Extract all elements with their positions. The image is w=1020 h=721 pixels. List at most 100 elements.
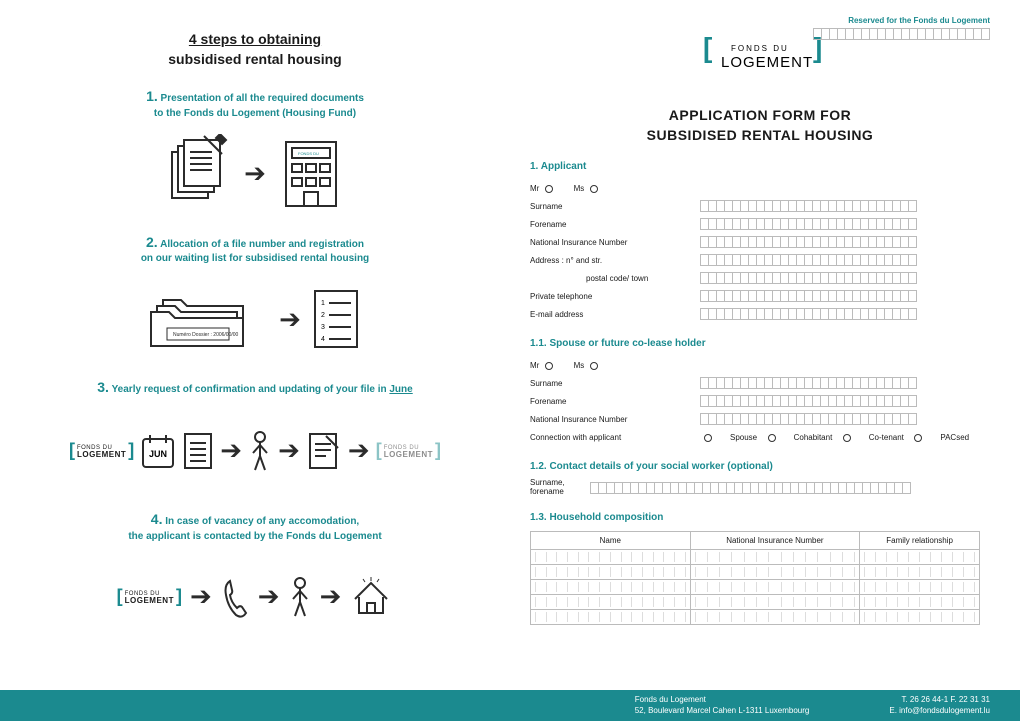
input-cells[interactable] — [700, 377, 917, 389]
conn-radio[interactable] — [914, 434, 922, 442]
ms-radio[interactable] — [590, 185, 598, 193]
step-2-heading: 2. Allocation of a file number and regis… — [30, 233, 480, 267]
table-cell[interactable] — [531, 610, 691, 625]
table-cell[interactable] — [531, 595, 691, 610]
page: 4 steps to obtaining subsidised rental h… — [0, 0, 1020, 690]
table-cell[interactable] — [531, 580, 691, 595]
sw-input-cells[interactable] — [590, 482, 911, 494]
svg-text:FONDS DU: FONDS DU — [298, 151, 319, 156]
left-title: 4 steps to obtaining subsidised rental h… — [30, 30, 480, 69]
form-field-row: postal code/ town — [530, 270, 990, 286]
section-1-3-heading: 1.3. Household composition — [530, 512, 990, 523]
sw-label-1: Surname, — [530, 478, 565, 487]
table-cell[interactable] — [690, 610, 860, 625]
applicant-gender-row: Mr Ms — [530, 180, 990, 196]
table-cell[interactable] — [690, 550, 860, 565]
arrow-icon: ➔ — [258, 581, 280, 612]
svg-text:3: 3 — [321, 324, 325, 331]
field-label: Address : n° and str. — [530, 256, 700, 265]
table-cell[interactable] — [690, 565, 860, 580]
svg-text:[: [ — [703, 35, 712, 63]
main-logo: [ ] FONDS DU LOGEMENT — [530, 35, 990, 84]
person-icon — [248, 429, 272, 473]
household-table: NameNational Insurance NumberFamily rela… — [530, 531, 980, 625]
arrow-icon: ➔ — [220, 435, 242, 466]
input-cells[interactable] — [700, 200, 917, 212]
arrow-icon: ➔ — [348, 435, 370, 466]
ms-label: Ms — [574, 361, 585, 370]
svg-text:FONDS DU: FONDS DU — [731, 44, 789, 53]
arrow-icon: ➔ — [320, 581, 342, 612]
left-column: 4 steps to obtaining subsidised rental h… — [0, 0, 510, 690]
table-cell[interactable] — [860, 550, 980, 565]
table-cell[interactable] — [690, 595, 860, 610]
sign-doc-icon — [306, 430, 342, 472]
input-cells[interactable] — [700, 218, 917, 230]
input-cells[interactable] — [700, 254, 917, 266]
mr-label: Mr — [530, 184, 539, 193]
table-cell[interactable] — [860, 565, 980, 580]
conn-radio[interactable] — [704, 434, 712, 442]
table-cell[interactable] — [860, 580, 980, 595]
table-cell[interactable] — [531, 565, 691, 580]
conn-radio[interactable] — [768, 434, 776, 442]
footer-address: Fonds du Logement52, Boulevard Marcel Ca… — [635, 695, 810, 716]
table-cell[interactable] — [531, 550, 691, 565]
input-cells[interactable] — [700, 236, 917, 248]
table-header: Family relationship — [860, 532, 980, 550]
footer: Fonds du Logement52, Boulevard Marcel Ca… — [0, 690, 1020, 721]
step-4-heading: 4. In case of vacancy of any accomodatio… — [30, 510, 480, 544]
form-field-row: Surname — [530, 375, 990, 391]
building-icon: FONDS DU — [276, 134, 346, 214]
input-cells[interactable] — [700, 290, 917, 302]
phone-icon — [220, 575, 250, 619]
arrow-icon: ➔ — [278, 435, 300, 466]
svg-text:LOGEMENT: LOGEMENT — [721, 54, 813, 71]
connection-label: Connection with applicant — [530, 433, 700, 442]
form-field-row: Forename — [530, 216, 990, 232]
step-1-heading: 1. Presentation of all the required docu… — [30, 87, 480, 121]
step-3-illustration: [FONDS DULOGEMENT] JUN ➔ ➔ ➔ [FONDS DULO… — [30, 406, 480, 496]
form-field-row: Address : n° and str. — [530, 252, 990, 268]
folders-icon: Numéro Dossier : 2006/00/00 — [149, 284, 269, 354]
svg-text:2: 2 — [321, 312, 325, 319]
table-row — [531, 580, 980, 595]
section-1-heading: 1. Applicant — [530, 161, 990, 172]
spouse-gender-row: Mr Ms — [530, 357, 990, 373]
form-field-row: E-mail address — [530, 306, 990, 322]
table-header: Name — [531, 532, 691, 550]
table-cell[interactable] — [860, 610, 980, 625]
connection-row: Connection with applicant Spouse Cohabit… — [530, 429, 990, 445]
field-label: Surname — [530, 202, 700, 211]
section-1-1-heading: 1.1. Spouse or future co-lease holder — [530, 338, 990, 349]
conn-radio[interactable] — [843, 434, 851, 442]
ms-radio-2[interactable] — [590, 362, 598, 370]
list-icon: 1 2 3 4 — [311, 287, 361, 351]
table-row — [531, 595, 980, 610]
page-icon — [182, 431, 214, 471]
calendar-icon: JUN — [140, 431, 176, 471]
form-title: APPLICATION FORM FORSUBSIDISED RENTAL HO… — [530, 106, 990, 145]
field-label: National Insurance Number — [530, 238, 700, 247]
input-cells[interactable] — [700, 308, 917, 320]
arrow-icon: ➔ — [244, 158, 266, 189]
table-header: National Insurance Number — [690, 532, 860, 550]
step-2-illustration: Numéro Dossier : 2006/00/00 ➔ 1 2 3 4 — [30, 274, 480, 364]
mini-logo-icon: [FONDS DULOGEMENT] — [69, 440, 134, 461]
table-cell[interactable] — [860, 595, 980, 610]
mini-logo-icon: [FONDS DULOGEMENT] — [117, 586, 182, 607]
mr-radio-2[interactable] — [545, 362, 553, 370]
conn-opt-label: Cohabitant — [794, 433, 833, 442]
step-1-illustration: ➔ FONDS DU — [30, 129, 480, 219]
mr-radio[interactable] — [545, 185, 553, 193]
reserved-cells[interactable] — [813, 28, 990, 40]
arrow-icon: ➔ — [190, 581, 212, 612]
footer-contact: T. 26 26 44-1 F. 22 31 31E. info@fondsdu… — [889, 695, 990, 716]
input-cells[interactable] — [700, 395, 917, 407]
table-cell[interactable] — [690, 580, 860, 595]
conn-opt-label: Co-tenant — [869, 433, 904, 442]
mr-label: Mr — [530, 361, 539, 370]
input-cells[interactable] — [700, 413, 917, 425]
svg-text:JUN: JUN — [149, 449, 167, 459]
input-cells[interactable] — [700, 272, 917, 284]
